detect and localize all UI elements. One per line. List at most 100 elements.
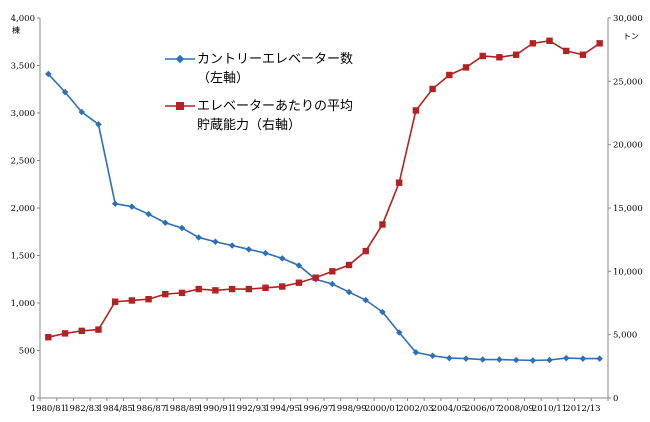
- series-0-point-17: [329, 280, 336, 288]
- x-tick-label-7: 1994/95: [265, 404, 300, 414]
- left-tick-label-8: 4,000: [11, 14, 35, 24]
- right-tick-label-1: 5,000: [613, 331, 637, 341]
- series-1-point-7: [162, 290, 169, 298]
- x-tick-label-2: 1984/85: [98, 404, 133, 414]
- series-0-point-32: [579, 355, 587, 362]
- x-tick-label-16: 2012/13: [565, 404, 600, 414]
- series-0-point-3: [95, 121, 102, 128]
- right-tick-label-2: 10,000: [613, 267, 643, 277]
- legend-label-left-axis: （左軸）: [197, 71, 249, 86]
- series-0-point-18: [345, 288, 353, 296]
- series-0-point-12: [245, 246, 253, 253]
- right-tick-label-4: 20,000: [613, 141, 643, 151]
- series-0-point-33: [596, 355, 603, 362]
- series-1-point-18: [345, 261, 353, 269]
- legend-marker-diamond: [175, 54, 185, 64]
- series-1-point-14: [279, 283, 286, 290]
- right-tick-label-0: 0: [613, 394, 618, 404]
- series-0-point-4: [111, 200, 119, 207]
- x-axis-ticks: 1980/811982/831984/851986/871988/891990/…: [31, 398, 609, 414]
- x-tick-label-15: 2010/11: [532, 404, 567, 414]
- legend-label-country-elevator-count: カントリーエレベーター数: [197, 52, 353, 67]
- legend-label-average-storage: エレベーターあたりの平均: [197, 99, 353, 114]
- x-tick-label-13: 2006/07: [465, 404, 500, 414]
- series-1-point-0: [45, 334, 52, 341]
- series-1-point-9: [195, 285, 202, 293]
- series-1-point-25: [462, 64, 470, 71]
- series-1-point-3: [95, 326, 102, 333]
- right-tick-label-5: 25,000: [613, 77, 643, 87]
- left-tick-label-2: 1,000: [11, 299, 35, 309]
- series-1-point-16: [312, 274, 319, 281]
- series-0-point-1: [61, 88, 69, 96]
- series-0-point-21: [395, 329, 403, 336]
- legend-marker-square: [176, 102, 184, 110]
- series-0-line: [47, 73, 600, 362]
- series-1-point-4: [111, 298, 119, 305]
- series-0-point-25: [462, 355, 470, 362]
- series-0-point-8: [178, 224, 186, 232]
- left-tick-label-0: 0: [30, 394, 35, 404]
- series-0-point-30: [546, 356, 553, 364]
- x-tick-label-9: 1998/99: [331, 404, 366, 414]
- series-average-storage-capacity: [45, 37, 603, 341]
- series-1-point-20: [379, 221, 386, 228]
- right-tick-label-6: 30,000: [613, 14, 643, 24]
- series-1-point-2: [78, 327, 85, 335]
- series-1-point-28: [512, 51, 520, 58]
- plot-axes: [39, 18, 609, 399]
- x-tick-label-11: 2002/03: [398, 404, 433, 414]
- series-1-point-31: [563, 47, 570, 55]
- legend-label-right-axis: 貯蔵能力（右軸）: [197, 118, 301, 133]
- series-0-point-14: [278, 255, 286, 262]
- series-1-point-29: [529, 40, 537, 47]
- right-tick-label-3: 15,000: [613, 204, 643, 214]
- series-0-point-0: [45, 70, 52, 78]
- series-0-point-6: [145, 210, 152, 218]
- x-tick-label-12: 2004/05: [432, 404, 467, 414]
- series-1-point-11: [228, 285, 236, 293]
- series-1-point-15: [295, 279, 303, 286]
- left-tick-label-4: 2,000: [11, 204, 35, 214]
- series-0-point-10: [212, 238, 219, 245]
- right-axis-ticks: 0 5,000 10,000 15,000 20,000 25,000 30,000: [608, 14, 643, 404]
- series-1-point-26: [479, 52, 486, 60]
- left-axis-ticks: 0 500 1,000 1,500 2,000 2,500 3,000 3,500 4,000: [11, 14, 40, 404]
- series-1-point-1: [61, 330, 69, 337]
- series-0-point-28: [512, 356, 520, 364]
- x-tick-label-6: 1992/93: [231, 404, 266, 414]
- left-tick-label-3: 1,500: [11, 252, 35, 262]
- series-1-point-10: [212, 287, 219, 294]
- series-1-line: [48, 39, 601, 338]
- series-0-point-23: [429, 352, 436, 359]
- series-0-point-24: [446, 354, 453, 362]
- x-tick-label-5: 1990/91: [198, 404, 233, 414]
- x-tick-label-0: 1980/81: [31, 404, 66, 414]
- x-tick-label-10: 2000/01: [365, 404, 400, 414]
- series-0-point-13: [262, 249, 269, 257]
- series-0-point-7: [162, 219, 169, 226]
- series-1-point-17: [329, 268, 336, 275]
- series-0-point-19: [362, 296, 370, 304]
- x-tick-label-8: 1996/97: [298, 404, 333, 414]
- series-0-point-22: [412, 349, 420, 356]
- left-tick-label-5: 2,500: [11, 157, 35, 167]
- series-0-point-2: [78, 108, 86, 116]
- series-1-point-12: [245, 285, 253, 293]
- legend-entry-average-storage: エレベーターあたりの平均 貯蔵能力（右軸）: [165, 99, 353, 133]
- series-1-point-21: [395, 179, 403, 186]
- series-0-point-15: [295, 262, 303, 269]
- series-1-point-32: [579, 51, 587, 58]
- left-tick-label-6: 3,000: [11, 109, 35, 119]
- legend: カントリーエレベーター数 （左軸） エレベーターあたりの平均 貯蔵能力（右軸）: [165, 52, 353, 133]
- series-0-point-26: [479, 356, 486, 363]
- series-0-point-11: [228, 242, 236, 249]
- series-1-point-33: [596, 40, 603, 47]
- series-1-point-23: [429, 85, 436, 93]
- series-0-point-27: [496, 356, 503, 363]
- right-axis-unit: トン: [623, 32, 639, 41]
- series-1-point-6: [145, 296, 152, 303]
- series-1-point-30: [546, 37, 553, 44]
- series-0-point-31: [562, 354, 570, 362]
